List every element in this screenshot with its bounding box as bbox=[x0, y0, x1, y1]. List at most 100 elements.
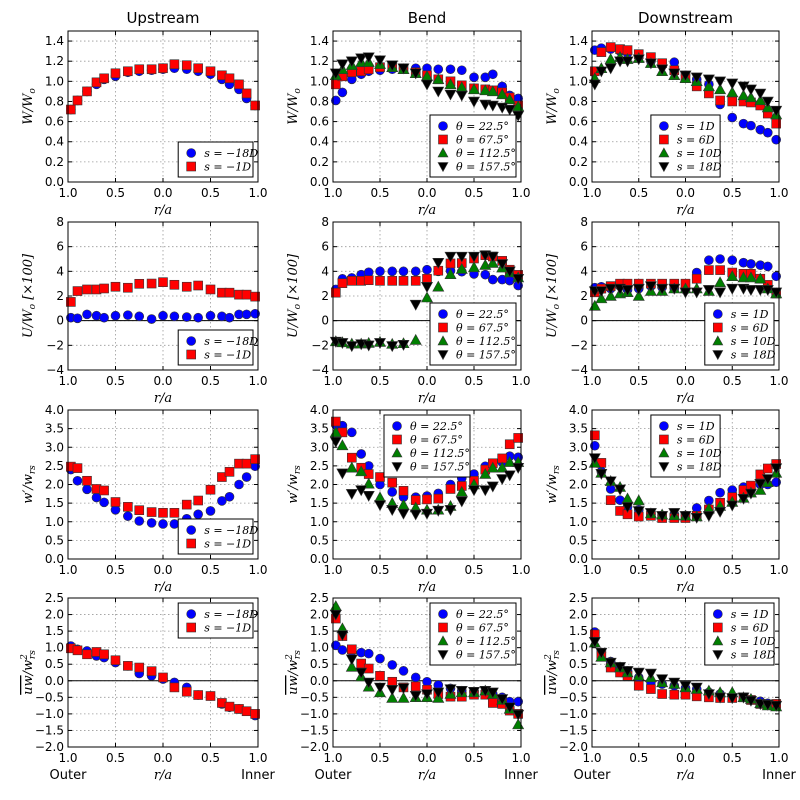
data-point bbox=[632, 667, 645, 679]
y-axis-label: w′/wrs bbox=[545, 465, 562, 504]
y-axis-label-part: o bbox=[552, 303, 562, 309]
legend: θ = 22.5°θ = 67.5°θ = 112.5°θ = 157.5° bbox=[383, 414, 471, 478]
data-point bbox=[72, 286, 83, 296]
y-tick-label: 2.5 bbox=[569, 591, 588, 605]
data-point bbox=[513, 696, 523, 707]
data-point bbox=[656, 64, 669, 76]
y-tick-label: 0.8 bbox=[310, 94, 329, 108]
y-tick-label: −1.5 bbox=[300, 723, 329, 737]
data-point bbox=[595, 286, 608, 298]
legend-label: θ = 22.5° bbox=[456, 608, 509, 621]
y-tick-label: 3.0 bbox=[569, 440, 588, 454]
data-point bbox=[410, 266, 421, 277]
y-axis-label-part: w′/w bbox=[545, 474, 560, 504]
x-tick-label: 0.5 bbox=[370, 186, 389, 200]
legend-marker bbox=[437, 335, 449, 346]
data-point bbox=[614, 484, 627, 496]
legend-marker bbox=[437, 350, 449, 361]
data-point bbox=[715, 265, 725, 275]
y-axis-label: U/Wo [×100] bbox=[286, 253, 303, 338]
y-tick-label: −0.5 bbox=[35, 690, 64, 704]
x-tick-label: 0.0 bbox=[676, 751, 695, 765]
data-point bbox=[746, 120, 756, 131]
axes-frame bbox=[591, 30, 780, 183]
y-tick-label: 1.0 bbox=[45, 515, 64, 529]
data-point bbox=[250, 709, 260, 719]
y-tick-label: 2.0 bbox=[569, 478, 588, 492]
data-point bbox=[409, 690, 422, 702]
y-axis-label: uw/w2rs bbox=[20, 650, 38, 695]
y-axis-label: uw/w2rs bbox=[544, 650, 562, 695]
data-point bbox=[444, 89, 457, 101]
data-point bbox=[398, 486, 409, 496]
data-point bbox=[110, 497, 121, 507]
x-tick-label: 0.5 bbox=[370, 563, 389, 577]
data-point bbox=[632, 506, 645, 518]
y-tick-label: 0.6 bbox=[569, 115, 588, 129]
data-point bbox=[241, 458, 252, 469]
data-point bbox=[241, 309, 252, 320]
data-point bbox=[455, 90, 468, 102]
y-axis-label-part: W/W bbox=[286, 92, 301, 125]
data-point bbox=[754, 479, 767, 490]
data-point bbox=[110, 281, 121, 292]
legend-marker bbox=[659, 434, 669, 445]
x-axis-label: r/a bbox=[676, 391, 694, 406]
data-point bbox=[362, 52, 375, 64]
data-point bbox=[702, 80, 715, 92]
legend-label: θ = 22.5° bbox=[456, 120, 509, 133]
data-point bbox=[397, 63, 410, 75]
legend-marker bbox=[712, 650, 724, 661]
data-point bbox=[596, 47, 607, 57]
data-point bbox=[386, 505, 399, 516]
data-point bbox=[761, 96, 774, 108]
data-point bbox=[345, 654, 358, 666]
data-point bbox=[726, 270, 739, 281]
legend-label: θ = 112.5° bbox=[456, 635, 516, 648]
data-point bbox=[455, 496, 468, 508]
data-point bbox=[455, 485, 468, 497]
data-point bbox=[444, 251, 457, 263]
y-tick-label: 0 bbox=[56, 314, 64, 328]
data-point bbox=[336, 468, 349, 480]
data-point bbox=[336, 630, 349, 642]
x-tick-label: 0.5 bbox=[629, 563, 648, 577]
inner-label: Inner bbox=[504, 768, 538, 783]
data-point bbox=[656, 674, 669, 686]
legend-label: s = −1D bbox=[204, 622, 251, 635]
axes-frame bbox=[591, 221, 780, 371]
legend-marker bbox=[186, 148, 196, 158]
subplot: 0.0 0.2 0.4 0.6 0.8 1.0 1.2 1.4 1.0 0.5 0.0 0.5 1.0 r… bbox=[21, 9, 268, 218]
y-tick-label: −2 bbox=[570, 338, 588, 352]
data-point bbox=[679, 511, 692, 522]
data-point bbox=[241, 706, 252, 717]
data-point bbox=[134, 662, 145, 673]
y-axis-label: W/Wo bbox=[545, 88, 562, 125]
data-point bbox=[397, 683, 410, 695]
outer-label: Outer bbox=[50, 768, 88, 783]
subplot: −2.0 −1.5 −1.0 −0.5 0.0 0.5 1.0 1.5 2.0 2.5 1.0 0.5… bbox=[544, 591, 796, 783]
legend-label: θ = 22.5° bbox=[410, 420, 463, 433]
x-tick-label: 1.0 bbox=[511, 751, 530, 765]
series bbox=[66, 59, 260, 115]
data-point bbox=[193, 495, 203, 506]
data-point bbox=[771, 134, 781, 145]
series bbox=[588, 453, 783, 524]
data-point bbox=[373, 682, 387, 694]
data-point bbox=[469, 72, 479, 83]
y-tick-label: 4 bbox=[321, 264, 329, 278]
data-point bbox=[146, 314, 157, 324]
y-tick-label: −2 bbox=[311, 338, 329, 352]
data-point bbox=[744, 285, 757, 296]
data-point bbox=[123, 511, 133, 521]
y-tick-label: 2 bbox=[580, 289, 588, 303]
outer-label: Outer bbox=[574, 768, 612, 783]
legend-marker bbox=[712, 335, 724, 346]
data-point bbox=[487, 69, 498, 80]
y-tick-label: 4 bbox=[580, 264, 588, 278]
data-point bbox=[181, 60, 192, 71]
data-point bbox=[690, 682, 703, 694]
y-axis-label-part: uw bbox=[286, 675, 301, 695]
